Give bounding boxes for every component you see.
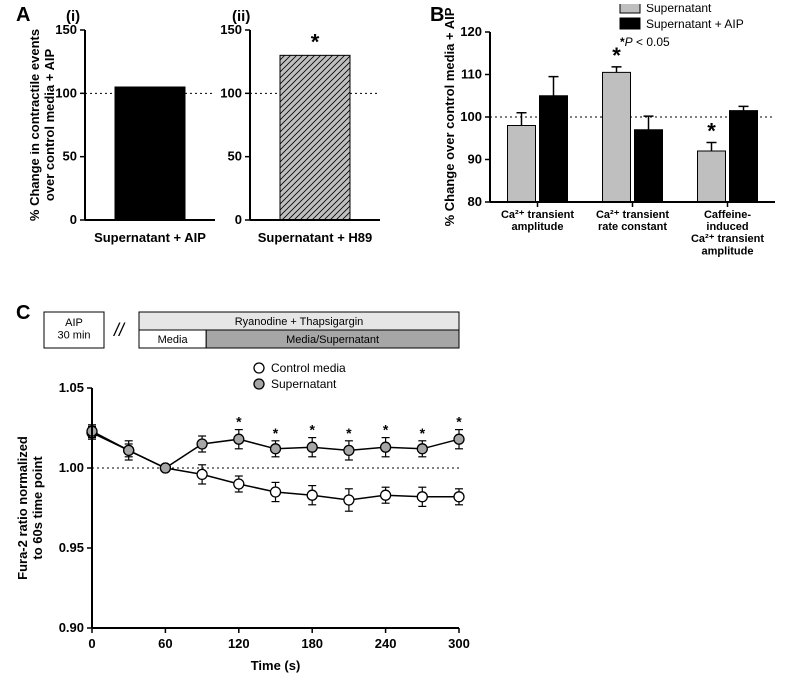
svg-text:0: 0 xyxy=(88,636,95,651)
svg-text:110: 110 xyxy=(461,67,482,82)
svg-text:Control media: Control media xyxy=(271,361,346,375)
svg-text:100: 100 xyxy=(460,109,482,124)
svg-text:0.95: 0.95 xyxy=(59,540,84,555)
svg-text:60: 60 xyxy=(158,636,172,651)
svg-text:*: * xyxy=(383,422,389,438)
svg-text:1.00: 1.00 xyxy=(59,460,84,475)
svg-text:*: * xyxy=(309,422,315,438)
svg-text:Media/Supernatant: Media/Supernatant xyxy=(286,334,379,346)
svg-text:Supernatant + AIP: Supernatant + AIP xyxy=(94,230,206,245)
svg-text:Ca²⁺ transientamplitude: Ca²⁺ transientamplitude xyxy=(501,209,574,233)
svg-text:180: 180 xyxy=(301,636,323,651)
svg-text:0.90: 0.90 xyxy=(59,620,84,635)
svg-text://: // xyxy=(112,320,126,340)
svg-text:Media: Media xyxy=(158,334,189,346)
svg-text:*: * xyxy=(273,425,279,441)
svg-text:*: * xyxy=(707,119,716,144)
panel-c-chart: AIP30 min//Ryanodine + ThapsigarginMedia… xyxy=(14,310,484,680)
svg-text:Caffeine-inducedCa²⁺ transient: Caffeine-inducedCa²⁺ transientamplitude xyxy=(691,209,764,257)
svg-text:240: 240 xyxy=(375,636,397,651)
svg-text:50: 50 xyxy=(63,149,77,164)
svg-text:*P < 0.05: *P < 0.05 xyxy=(620,35,670,49)
svg-text:0: 0 xyxy=(235,212,242,227)
svg-text:Ryanodine + Thapsigargin: Ryanodine + Thapsigargin xyxy=(235,316,364,328)
svg-text:100: 100 xyxy=(220,85,242,100)
svg-text:*: * xyxy=(456,414,462,430)
svg-text:Supernatant: Supernatant xyxy=(271,377,337,391)
svg-text:Ca²⁺ transientrate constant: Ca²⁺ transientrate constant xyxy=(596,209,669,233)
svg-text:% Change in contractile events: % Change in contractile eventsover contr… xyxy=(30,29,57,221)
svg-text:90: 90 xyxy=(468,152,482,167)
svg-text:Time (s): Time (s) xyxy=(251,658,301,673)
svg-text:80: 80 xyxy=(468,194,482,209)
svg-text:*: * xyxy=(346,425,352,441)
svg-text:Supernatant + AIP: Supernatant + AIP xyxy=(646,17,744,31)
svg-text:300: 300 xyxy=(448,636,470,651)
svg-text:*: * xyxy=(236,414,242,430)
svg-text:0: 0 xyxy=(70,212,77,227)
svg-text:120: 120 xyxy=(460,24,482,39)
svg-text:Supernatant + H89: Supernatant + H89 xyxy=(258,230,373,245)
svg-text:Supernatant: Supernatant xyxy=(646,4,712,15)
svg-text:*: * xyxy=(311,29,320,54)
panel-b-chart: % Change over control media + AIP 80 90 100… xyxy=(440,4,785,294)
svg-text:50: 50 xyxy=(228,149,242,164)
svg-text:*: * xyxy=(420,425,426,441)
panel-label-a: A xyxy=(16,4,30,27)
svg-text:100: 100 xyxy=(55,85,77,100)
svg-text:150: 150 xyxy=(55,22,77,37)
svg-text:1.05: 1.05 xyxy=(59,380,84,395)
svg-text:% Change over control media +: % Change over control media + AIP xyxy=(442,7,457,226)
svg-text:150: 150 xyxy=(220,22,242,37)
panel-a-chart: % Change in contractile eventsover contr… xyxy=(30,10,435,300)
svg-text:120: 120 xyxy=(228,636,250,651)
svg-text:Fura-2 ratio normalizedto 60s: Fura-2 ratio normalizedto 60s time point xyxy=(15,436,45,580)
